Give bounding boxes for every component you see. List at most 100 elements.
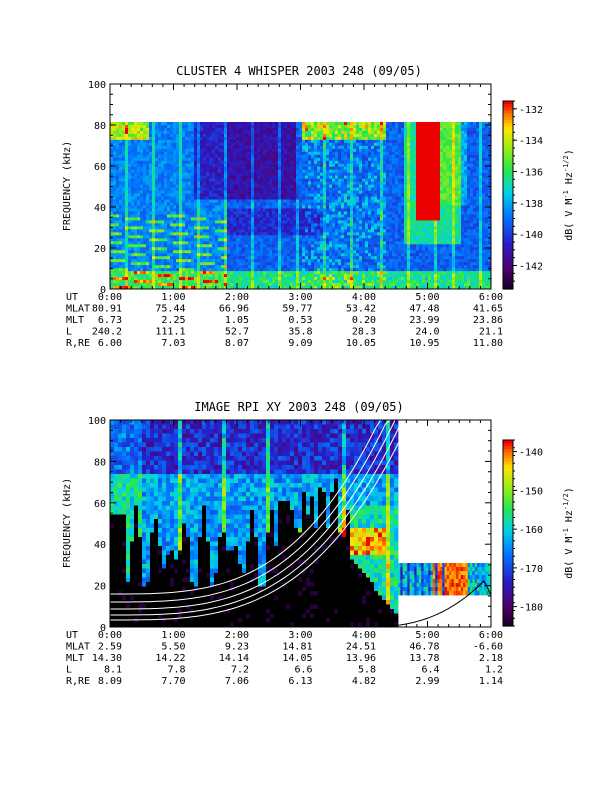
colorbar-swatch: [503, 622, 513, 627]
colorbar-tick-label: -180: [519, 603, 543, 614]
ephemeris-value: 23.86: [473, 315, 503, 326]
colorbar-swatch: [503, 588, 513, 593]
colorbar-tick-label: -140: [519, 448, 543, 459]
ephemeris-value: 5.50: [161, 642, 185, 653]
ephemeris-value: 1.14: [479, 676, 503, 687]
cluster-x-axis: [109, 84, 492, 289]
ephemeris-value: 5:00: [415, 292, 439, 303]
ephemeris-value: 11.80: [473, 338, 503, 349]
ephemeris-value: -6.60: [473, 642, 503, 653]
ephemeris-value: 1:00: [161, 292, 185, 303]
ephemeris-value: 3:00: [288, 292, 312, 303]
ephemeris-value: 75.44: [155, 304, 185, 315]
colorbar-swatch: [503, 267, 513, 271]
colorbar-swatch: [503, 238, 513, 243]
image-rpi-plasma-curves: [110, 419, 492, 628]
colorbar-swatch: [503, 248, 513, 252]
colorbar-swatch: [503, 533, 513, 537]
ephemeris-row-label: UT: [66, 630, 78, 641]
colorbar-swatch: [503, 545, 513, 550]
colorbar-swatch: [503, 232, 513, 237]
colorbar-swatch: [503, 471, 513, 475]
colorbar-swatch: [503, 492, 513, 497]
colorbar-tick-label: -142: [519, 262, 543, 273]
colorbar-swatch: [503, 607, 513, 612]
colorbar-swatch: [503, 182, 513, 187]
ephemeris-value: 8.1: [104, 665, 122, 676]
plasma-frequency-curve: [110, 419, 400, 603]
y-tick-label: 60: [94, 162, 106, 173]
ephemeris-value: 13.78: [409, 653, 439, 664]
ephemeris-value: 9.23: [225, 642, 249, 653]
ephemeris-value: 2.25: [161, 315, 185, 326]
colorbar-swatch: [503, 443, 513, 447]
image-rpi-panel: IMAGE RPI XY 2003 248 (09/05) 0 20 40 60 80 1…: [62, 400, 575, 687]
colorbar-swatch: [503, 548, 513, 553]
colorbar-swatch: [503, 446, 513, 450]
cluster-colorbar: -132 -134 -136 -138 -140 -142: [502, 100, 543, 290]
colorbar-swatch: [503, 220, 513, 224]
ephemeris-value: 66.96: [219, 304, 249, 315]
ephemeris-value: 7.8: [167, 665, 185, 676]
colorbar-swatch: [503, 285, 513, 290]
plasma-frequency-curve: [110, 419, 400, 595]
ephemeris-value: 3:00: [288, 630, 312, 641]
ephemeris-value: 7.03: [161, 338, 185, 349]
colorbar-tick-label: -132: [519, 105, 543, 116]
colorbar-swatch: [503, 539, 513, 543]
ephemeris-value: 80.91: [92, 304, 122, 315]
ephemeris-value: 6.73: [98, 315, 122, 326]
ephemeris-value: 35.8: [288, 327, 312, 338]
plasma-frequency-curve: [110, 419, 400, 610]
colorbar-swatch: [503, 245, 513, 249]
colorbar-swatch: [503, 474, 513, 478]
image-rpi-title: IMAGE RPI XY 2003 248 (09/05): [194, 400, 404, 414]
colorbar-swatch: [503, 126, 513, 130]
cluster-colorbar-label: dB( V M-1 Hz-1/2): [562, 149, 575, 241]
colorbar-tick-label: -150: [519, 486, 543, 497]
ephemeris-row-label: UT: [66, 292, 78, 303]
ephemeris-row-label: MLAT: [66, 304, 90, 315]
ephemeris-value: 2.59: [98, 642, 122, 653]
colorbar-swatch: [503, 440, 513, 444]
colorbar-swatch: [503, 616, 513, 621]
ephemeris-value: 6.6: [294, 665, 312, 676]
colorbar-swatch: [503, 567, 513, 571]
colorbar-swatch: [503, 511, 513, 515]
ephemeris-value: 7.2: [231, 665, 249, 676]
ephemeris-value: 8.09: [98, 676, 122, 687]
colorbar-swatch: [503, 213, 513, 218]
colorbar-swatch: [503, 489, 513, 494]
ephemeris-value: 24.0: [415, 327, 439, 338]
ephemeris-value: 59.77: [282, 304, 312, 315]
colorbar-swatch: [503, 591, 513, 596]
colorbar-swatch: [503, 467, 513, 472]
colorbar-swatch: [503, 464, 513, 469]
colorbar-swatch: [503, 486, 513, 491]
colorbar-swatch: [503, 135, 513, 140]
plasma-frequency-curve: [110, 424, 401, 616]
ephemeris-value: 5.8: [358, 665, 376, 676]
ephemeris-value: 4:00: [352, 292, 376, 303]
colorbar-swatch: [503, 198, 513, 202]
colorbar-swatch: [503, 151, 513, 155]
image-rpi-ephemeris-table: UT 0:00 1:00 2:00 3:00 4:00 5:00 6:00 MLAT 2.59 5.…: [66, 630, 503, 687]
image-rpi-y-axis: 0 20 40 60 80 100: [88, 416, 491, 634]
colorbar-swatch: [503, 455, 513, 460]
ephemeris-value: 53.42: [346, 304, 376, 315]
colorbar-tick-label: -140: [519, 230, 543, 241]
colorbar-swatch: [503, 452, 513, 457]
colorbar-swatch: [503, 204, 513, 209]
ephemeris-value: 14.30: [92, 653, 122, 664]
colorbar-swatch: [503, 582, 513, 587]
ephemeris-value: 14.14: [219, 653, 249, 664]
colorbar-swatch: [503, 557, 513, 562]
colorbar-swatch: [503, 619, 513, 624]
colorbar-swatch: [503, 138, 513, 143]
colorbar-swatch: [503, 113, 513, 118]
y-tick-label: 40: [94, 203, 106, 214]
ephemeris-row-label: MLAT: [66, 642, 90, 653]
y-tick-label: 100: [88, 80, 106, 91]
colorbar-swatch: [503, 498, 513, 503]
colorbar-swatch: [503, 122, 513, 127]
